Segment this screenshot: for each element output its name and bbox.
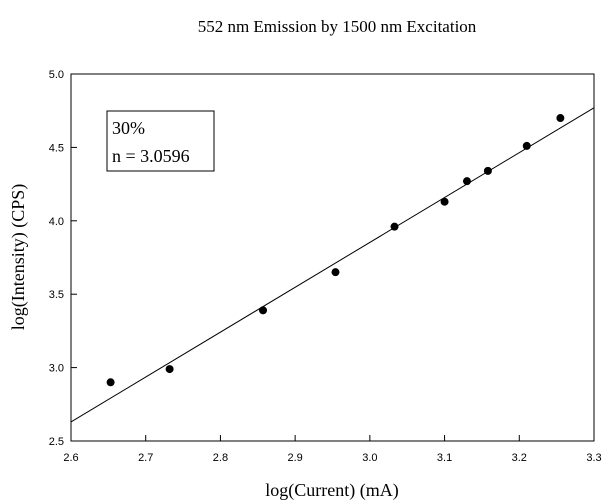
y-tick-label: 4.0 — [49, 216, 64, 228]
plot-area — [70, 73, 595, 442]
y-tick-label: 2.5 — [49, 436, 64, 448]
data-point — [556, 114, 565, 123]
x-tick-label: 3.2 — [512, 452, 527, 464]
x-tick-label: 2.7 — [138, 452, 153, 464]
x-tick-label: 2.8 — [213, 452, 228, 464]
data-point — [106, 378, 115, 387]
y-axis-label: log(Intensity) (CPS) — [8, 184, 29, 331]
data-point — [390, 222, 399, 231]
data-point — [165, 365, 174, 374]
y-tick-label: 5.0 — [49, 69, 64, 81]
data-point — [331, 268, 340, 277]
annotation-slope: n = 3.0596 — [112, 146, 190, 166]
y-tick-label: 4.5 — [49, 142, 64, 154]
annotation-concentration: 30% — [112, 118, 145, 138]
y-tick-label: 3.5 — [49, 289, 64, 301]
fit-line — [70, 107, 595, 423]
data-points — [106, 114, 565, 387]
data-point — [483, 166, 492, 175]
chart-title: 552 nm Emission by 1500 nm Excitation — [198, 17, 477, 36]
x-tick-label: 2.6 — [63, 452, 78, 464]
x-tick-label: 3.0 — [362, 452, 377, 464]
data-point — [259, 306, 268, 315]
x-axis-label: log(Current) (mA) — [265, 480, 398, 501]
x-tick-label: 3.3 — [586, 452, 601, 464]
annotation-box: 30% n = 3.0596 — [106, 110, 215, 172]
data-point — [462, 177, 471, 186]
data-point — [440, 197, 449, 206]
annotation-frame — [106, 110, 215, 172]
fit-line-group — [70, 107, 595, 423]
x-tick-label: 2.9 — [287, 452, 302, 464]
x-tick-label: 3.1 — [437, 452, 452, 464]
y-tick-label: 3.0 — [49, 363, 64, 375]
axis-ticks: 2.6 2.7 2.8 2.9 3.0 3.1 3.2 3.3 2.5 3.0 3.5 4.0 4.5 5… — [49, 69, 602, 464]
data-point — [522, 141, 531, 150]
